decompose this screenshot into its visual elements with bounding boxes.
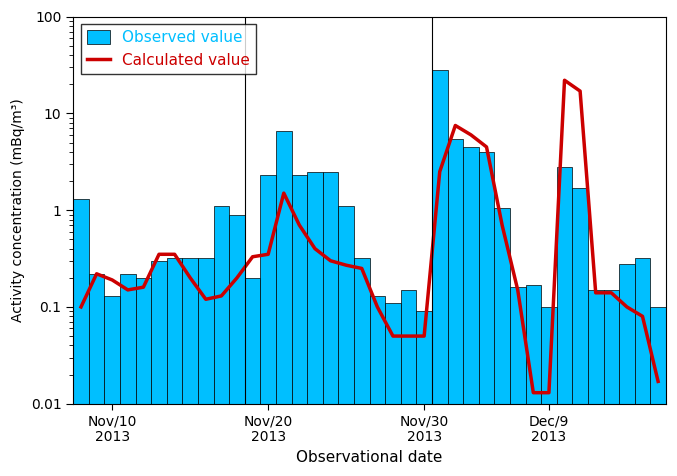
Legend: Observed value, Calculated value: Observed value, Calculated value <box>81 24 256 74</box>
Bar <box>261 175 276 476</box>
Bar <box>541 307 556 476</box>
Bar <box>572 188 588 476</box>
Bar <box>213 206 230 476</box>
Y-axis label: Activity concentration (mBq/m³): Activity concentration (mBq/m³) <box>11 98 25 322</box>
Bar <box>635 258 651 476</box>
Bar <box>463 147 479 476</box>
Bar <box>432 70 447 476</box>
Bar <box>135 278 151 476</box>
Bar <box>338 206 354 476</box>
Bar <box>151 261 167 476</box>
Bar <box>182 258 198 476</box>
Bar <box>479 152 494 476</box>
Bar <box>73 199 89 476</box>
Bar <box>307 172 323 476</box>
Bar <box>120 274 135 476</box>
Bar <box>494 208 510 476</box>
Bar <box>323 172 338 476</box>
Bar <box>276 131 292 476</box>
Bar <box>167 258 182 476</box>
Bar <box>525 285 541 476</box>
X-axis label: Observational date: Observational date <box>297 450 443 465</box>
Bar <box>401 290 416 476</box>
Bar <box>230 215 245 476</box>
Bar <box>89 274 104 476</box>
Bar <box>510 287 525 476</box>
Bar <box>416 311 432 476</box>
Bar <box>651 307 666 476</box>
Bar <box>354 258 370 476</box>
Bar <box>198 258 213 476</box>
Bar <box>385 303 401 476</box>
Bar <box>104 296 120 476</box>
Bar <box>447 139 463 476</box>
Bar <box>292 175 307 476</box>
Bar <box>619 264 635 476</box>
Bar <box>556 167 572 476</box>
Bar <box>588 290 603 476</box>
Bar <box>603 290 619 476</box>
Bar <box>245 278 261 476</box>
Bar <box>370 296 385 476</box>
